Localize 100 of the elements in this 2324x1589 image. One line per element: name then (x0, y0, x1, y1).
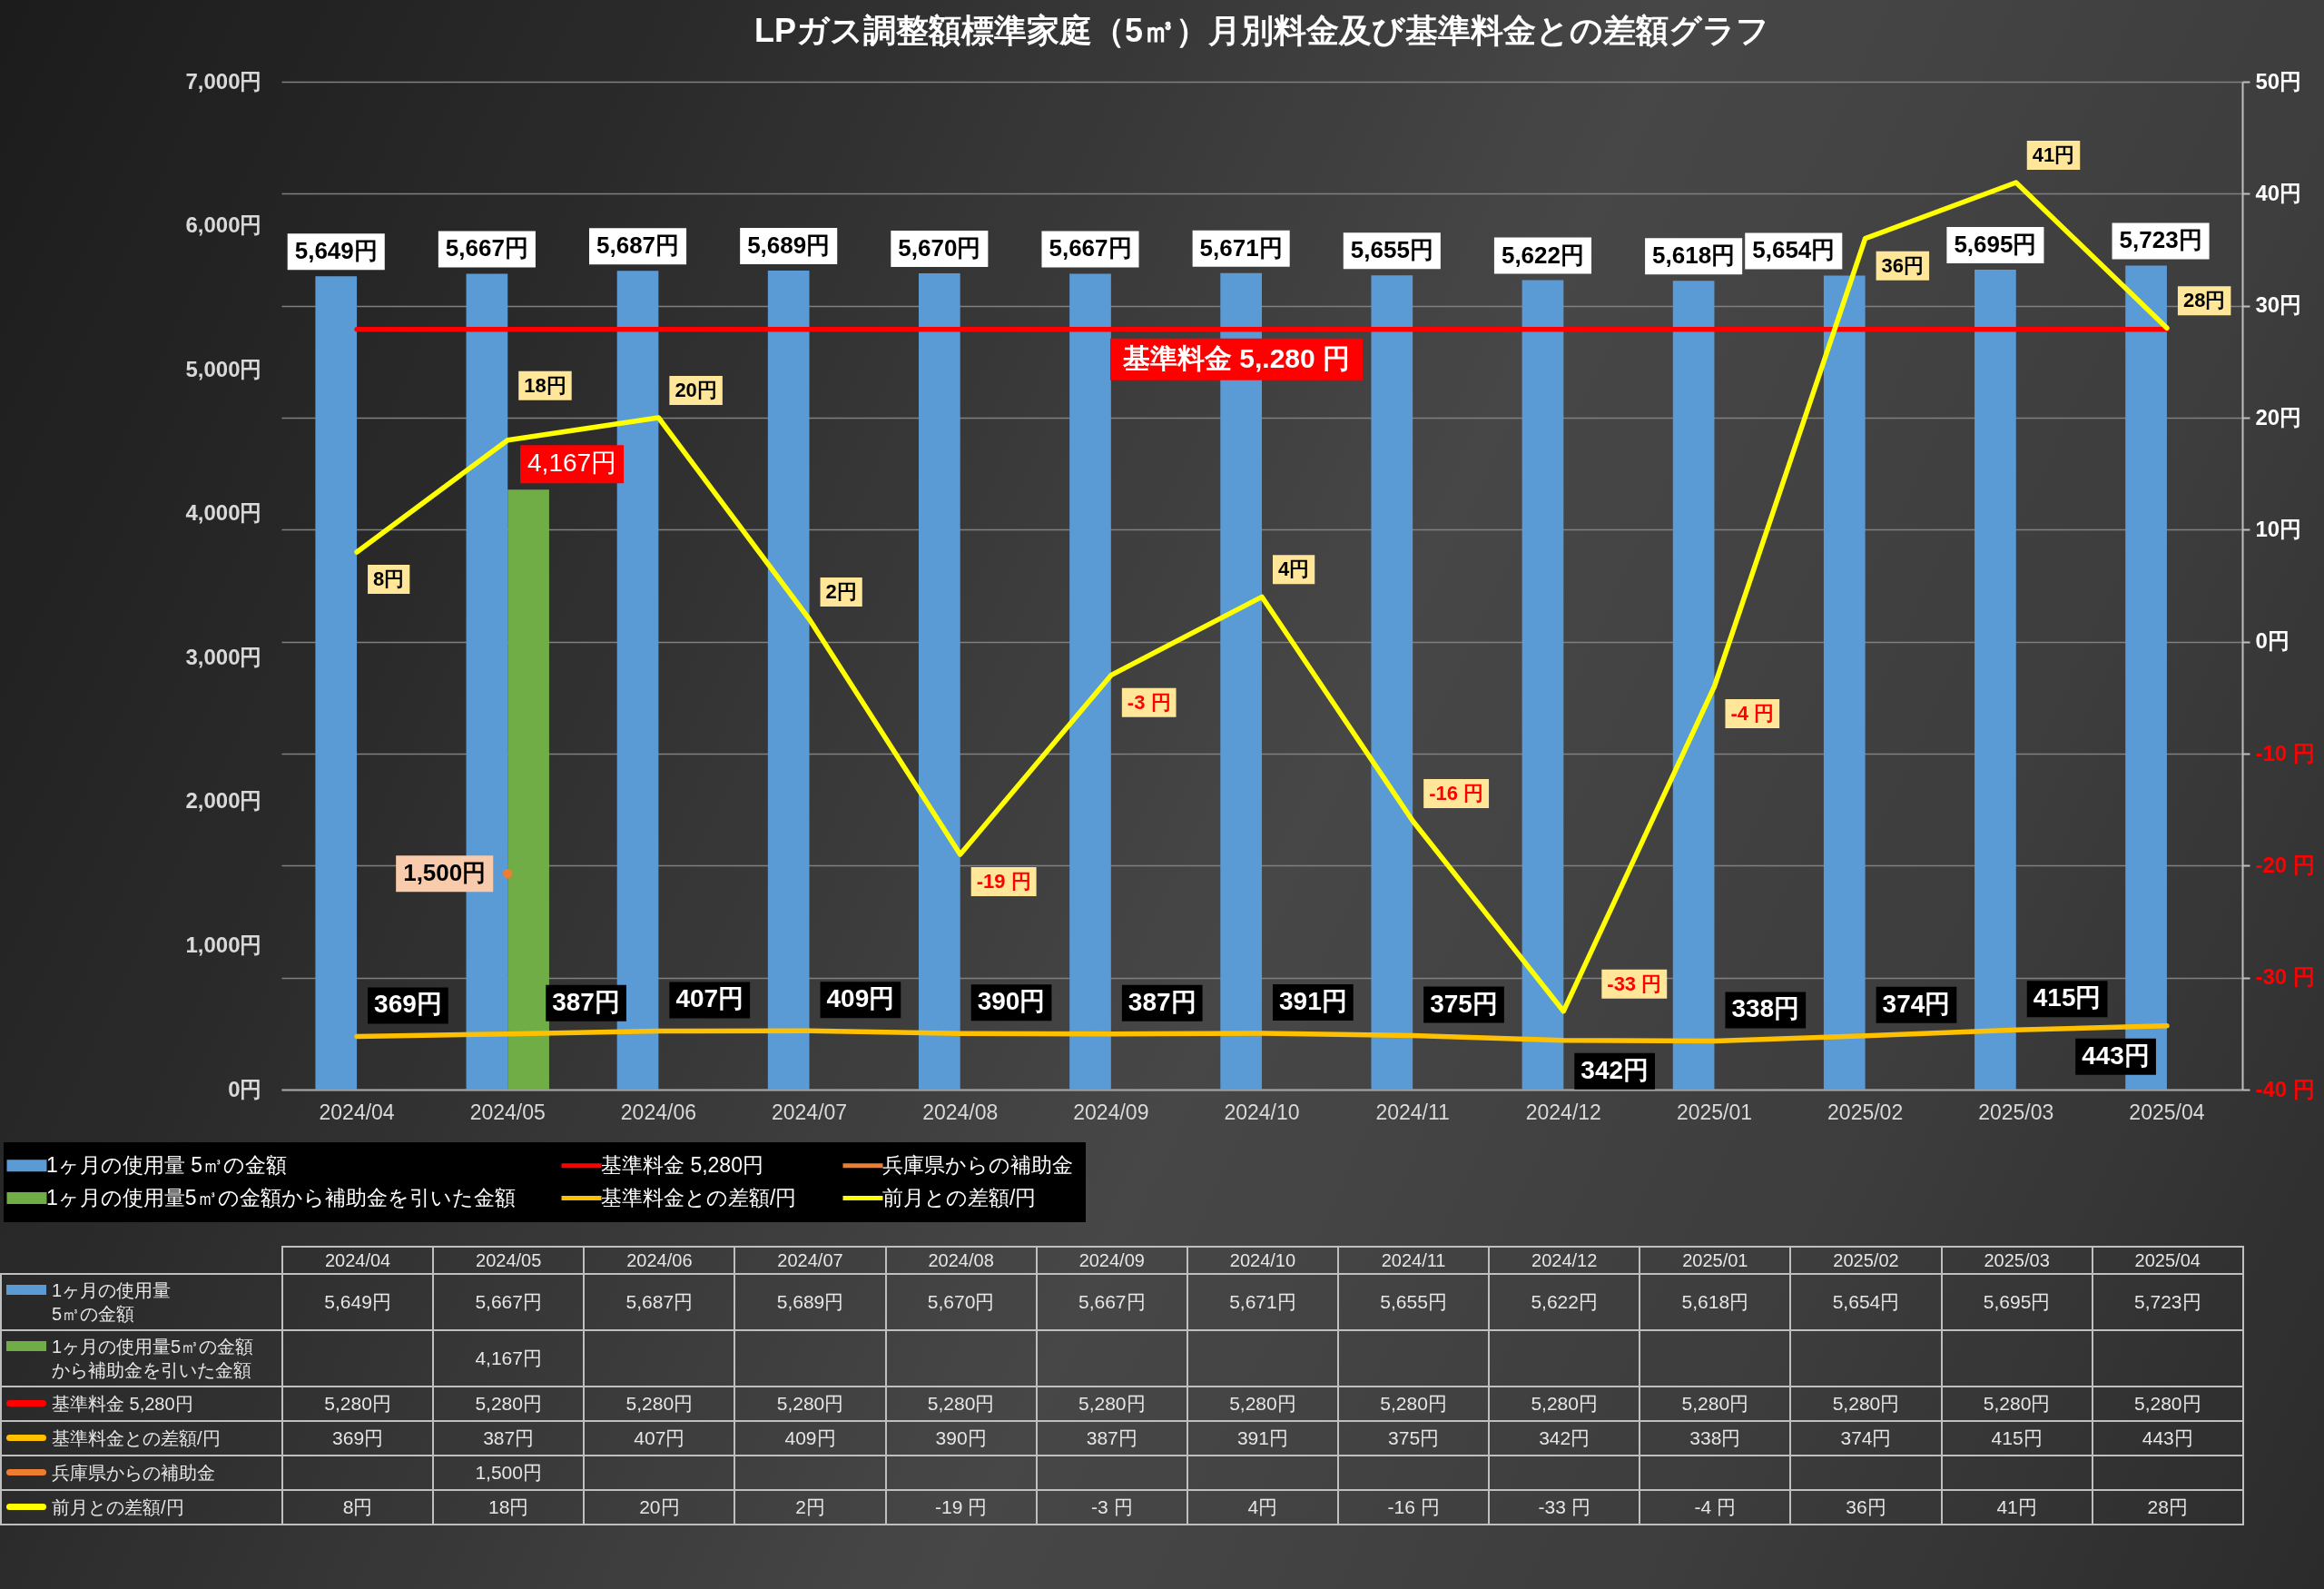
y2-tick-label: 20円 (2255, 404, 2302, 429)
text: 390円 (977, 987, 1046, 1016)
data-label: 5,280円 (1640, 1387, 1791, 1421)
text: 8円 (373, 568, 405, 590)
data-label: 5,687円 (584, 1274, 735, 1330)
y2-tick-label: -20 円 (2255, 852, 2315, 877)
x-tick-label: 2024/04 (319, 1100, 395, 1124)
data-label: 387円 (1036, 1421, 1187, 1456)
text: 基準料金 5,280円 (52, 1394, 193, 1414)
category-label: 2024/04 (324, 1249, 391, 1270)
text: 5,670円 (898, 233, 981, 262)
category-label: 2024/11 (1381, 1249, 1446, 1270)
data-label: 5,723円 (2092, 1274, 2243, 1330)
text: 374円 (1882, 989, 1951, 1018)
data-label: 5,622円 (1489, 1274, 1640, 1330)
category-label: 2025/01 (1682, 1249, 1748, 1270)
text: 391円 (1279, 987, 1347, 1015)
data-label: 5,649円 (282, 1274, 434, 1330)
data-label: -3 円 (1036, 1490, 1187, 1525)
y-tick-label: 5,000円 (185, 356, 262, 381)
category-label: 2025/03 (1984, 1249, 2050, 1270)
data-label: 5,618円 (1640, 1274, 1791, 1330)
y-tick-label: 1,000円 (185, 932, 262, 957)
data-label: 5,654円 (1790, 1274, 1942, 1330)
data-label: 5,280円 (1036, 1387, 1187, 1421)
y2-tick-label: 0円 (2255, 628, 2290, 654)
data-label: 5,689円 (734, 1274, 886, 1330)
data-label: 443円 (2092, 1421, 2243, 1456)
text: -33 円 (1607, 972, 1662, 995)
data-label: 375円 (1337, 1421, 1490, 1456)
data-label: 415円 (1941, 1421, 2093, 1456)
data-label: 390円 (885, 1421, 1037, 1456)
y-tick-label: 0円 (228, 1076, 262, 1101)
data-label: 36円 (1790, 1490, 1942, 1525)
y2-tick-label: 50円 (2255, 68, 2302, 94)
text: 5,689円 (747, 231, 831, 259)
y-tick-label: 7,000円 (185, 68, 262, 94)
data-label: 8円 (282, 1490, 434, 1525)
text: 5,695円 (1954, 230, 2037, 258)
text: 28円 (2182, 289, 2226, 312)
text: 前月との差額/円 (52, 1497, 184, 1517)
data-label: -4 円 (1640, 1490, 1791, 1525)
x-tick-label: 2024/07 (771, 1100, 848, 1124)
text: 41円 (2032, 143, 2075, 166)
x-tick-label: 2024/08 (922, 1100, 999, 1124)
y2-tick-label: 40円 (2255, 180, 2302, 205)
x-tick-label: 2024/10 (1224, 1100, 1300, 1124)
x-tick-label: 2025/01 (1676, 1100, 1753, 1124)
data-label: 5,667円 (1036, 1274, 1187, 1330)
data-label: 41円 (1941, 1490, 2093, 1525)
category-label: 2025/02 (1833, 1249, 1899, 1270)
category-label: 2024/12 (1531, 1249, 1598, 1270)
data-label: 28円 (2092, 1490, 2243, 1525)
legend-label: 前月との差額/円 (882, 1185, 1037, 1209)
text: 20円 (675, 379, 717, 401)
text: 375円 (1430, 989, 1498, 1018)
text: 1ヶ月の使用量 5㎥の金額 (52, 1280, 172, 1324)
text: -4 円 (1730, 702, 1775, 725)
text: 1,500円 (475, 1462, 542, 1483)
text: 369円 (374, 990, 442, 1019)
data-label: -33 円 (1489, 1490, 1640, 1525)
data-label: 374円 (1790, 1421, 1942, 1456)
legend-label: 基準料金との差額/円 (601, 1185, 797, 1209)
text: 4円 (1277, 558, 1310, 581)
data-label: 409円 (734, 1421, 886, 1456)
y-tick-label: 6,000円 (185, 212, 262, 238)
text: 5,618円 (1652, 242, 1736, 270)
y2-tick-label: -10 円 (2255, 740, 2315, 765)
annotation: 基準料金 5,.280 円 (1121, 342, 1351, 373)
data-label: 5,655円 (1337, 1274, 1490, 1330)
data-label: 391円 (1187, 1421, 1338, 1456)
y2-tick-label: 10円 (2255, 516, 2302, 541)
data-label: 20円 (584, 1490, 735, 1525)
text: -19 円 (976, 870, 1031, 893)
text: 基準料金との差額/円 (52, 1428, 221, 1448)
data-label: 5,280円 (584, 1387, 735, 1421)
text: 5,671円 (1199, 233, 1283, 262)
data-label: 5,280円 (1187, 1387, 1338, 1421)
text: 4,167円 (475, 1347, 542, 1368)
data-label: -19 円 (885, 1490, 1037, 1525)
data-label: 2円 (734, 1490, 886, 1525)
text: 36円 (1881, 253, 1925, 277)
text: 5,655円 (1350, 236, 1433, 264)
text: 415円 (2033, 983, 2102, 1012)
chart-title: LPガス調整額標準家庭（5㎥）月別料金及び基準料金との差額グラフ (753, 12, 1770, 49)
x-tick-label: 2025/03 (1978, 1100, 2054, 1124)
text: 338円 (1731, 994, 1800, 1023)
category-label: 2024/06 (626, 1249, 693, 1270)
text: 387円 (1128, 987, 1196, 1016)
text: 2円 (825, 580, 857, 603)
category-label: 2024/08 (928, 1249, 994, 1270)
text: -16 円 (1429, 782, 1484, 804)
data-label: 342円 (1489, 1421, 1640, 1456)
category-label: 2024/07 (777, 1249, 843, 1270)
text: 5,687円 (596, 232, 680, 260)
text: 5,723円 (2119, 226, 2202, 254)
legend-label: 基準料金 5,280円 (601, 1152, 763, 1177)
category-label: 2024/05 (476, 1249, 542, 1270)
data-label: 1,500円 (403, 859, 487, 887)
data-label: 5,280円 (1941, 1387, 2093, 1421)
